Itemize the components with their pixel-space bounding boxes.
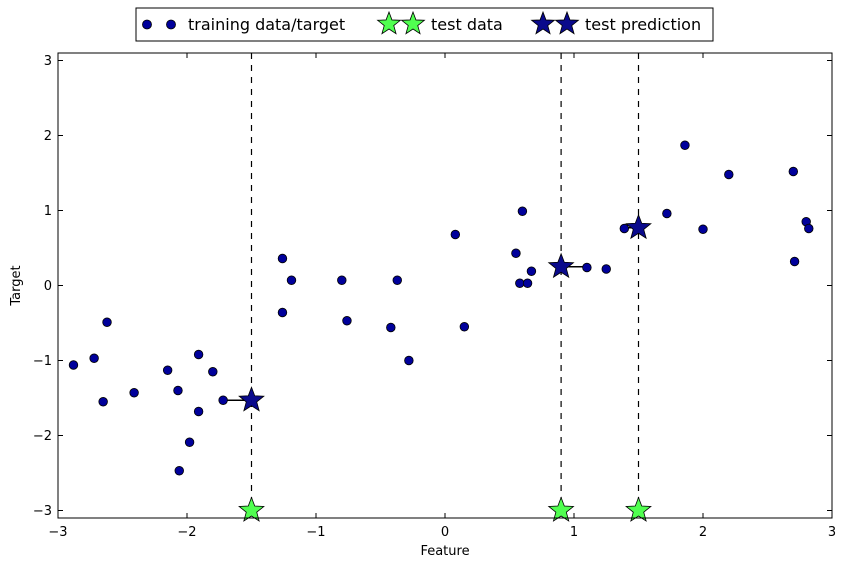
training-point-1 bbox=[68, 360, 79, 370]
training-point-33 bbox=[680, 140, 690, 150]
x-tick-label-4: 0 bbox=[441, 525, 449, 540]
legend-test-prediction-markers bbox=[530, 10, 580, 35]
training-point-8 bbox=[174, 466, 184, 476]
training-point-10 bbox=[193, 349, 204, 360]
training-point-14 bbox=[277, 253, 288, 264]
legend-training-marker-2 bbox=[166, 19, 176, 30]
training-point-24 bbox=[511, 248, 521, 258]
y-axis-ticks: −3 −2 −1 0 1 2 3 bbox=[33, 54, 832, 519]
legend-test-prediction-star-1 bbox=[530, 10, 556, 35]
training-point-32 bbox=[662, 208, 672, 219]
training-point-39 bbox=[804, 223, 814, 234]
training-point-29 bbox=[582, 262, 592, 273]
test-data-points bbox=[238, 496, 652, 522]
x-tick-label-2: −2 bbox=[177, 525, 196, 540]
y-tick-label-6: 2 bbox=[44, 129, 52, 144]
training-point-18 bbox=[342, 316, 352, 326]
training-point-17 bbox=[337, 275, 347, 285]
training-point-36 bbox=[788, 166, 799, 177]
y-tick-label-3: −1 bbox=[33, 354, 52, 369]
y-tick-label-1: −3 bbox=[33, 504, 52, 519]
test-data-point-3 bbox=[625, 496, 652, 522]
training-point-7 bbox=[173, 385, 183, 396]
legend: training data/target test data test pred… bbox=[135, 7, 714, 42]
legend-test-data-markers bbox=[376, 10, 426, 35]
y-tick-label-5: 1 bbox=[44, 204, 52, 219]
training-point-21 bbox=[404, 355, 414, 366]
training-point-37 bbox=[789, 256, 800, 267]
legend-box bbox=[135, 7, 714, 42]
test-prediction-point-2 bbox=[547, 252, 575, 279]
training-point-25 bbox=[515, 278, 525, 288]
training-point-4 bbox=[102, 317, 112, 327]
y-axis-label: Target bbox=[9, 265, 24, 306]
y-tick-label-4: 0 bbox=[44, 279, 52, 294]
x-tick-label-5: 1 bbox=[570, 525, 578, 540]
training-point-31 bbox=[619, 223, 630, 234]
legend-label-test-data: test data bbox=[431, 15, 503, 34]
legend-label-training: training data/target bbox=[188, 15, 345, 34]
y-tick-label-2: −2 bbox=[33, 429, 52, 444]
test-point-lines bbox=[250, 53, 640, 518]
legend-training-marker-1 bbox=[142, 19, 152, 30]
training-point-3 bbox=[98, 397, 108, 407]
y-tick-label-7: 3 bbox=[44, 54, 52, 69]
legend-test-prediction-star-2 bbox=[554, 10, 580, 35]
training-point-26 bbox=[517, 206, 528, 216]
training-point-30 bbox=[601, 264, 611, 274]
legend-label-test-prediction: test prediction bbox=[585, 15, 701, 34]
legend-test-data-star-2 bbox=[400, 10, 426, 35]
training-point-16 bbox=[286, 275, 297, 285]
x-tick-label-6: 2 bbox=[699, 525, 707, 540]
training-point-6 bbox=[162, 365, 173, 375]
x-tick-label-3: −1 bbox=[306, 525, 325, 540]
training-point-5 bbox=[129, 388, 139, 398]
training-point-13 bbox=[218, 395, 228, 405]
training-point-2 bbox=[89, 353, 99, 363]
test-prediction-point-3 bbox=[625, 213, 652, 240]
training-point-20 bbox=[392, 275, 402, 285]
training-point-9 bbox=[184, 437, 195, 447]
x-axis-ticks: −3 −2 −1 0 1 2 3 bbox=[48, 53, 836, 540]
plot-background bbox=[58, 53, 832, 518]
training-point-35 bbox=[724, 169, 734, 180]
training-point-19 bbox=[386, 322, 396, 333]
test-data-point-2 bbox=[547, 496, 575, 522]
training-point-34 bbox=[698, 224, 708, 234]
legend-test-data-star-1 bbox=[376, 10, 402, 35]
training-point-28 bbox=[526, 266, 537, 276]
training-point-12 bbox=[208, 367, 218, 377]
training-points bbox=[68, 140, 814, 476]
training-point-11 bbox=[193, 406, 204, 417]
x-axis-label: Feature bbox=[420, 544, 469, 559]
x-tick-label-1: −3 bbox=[48, 525, 67, 540]
test-data-point-1 bbox=[238, 496, 265, 522]
x-tick-label-7: 3 bbox=[828, 525, 836, 540]
prediction-points bbox=[238, 213, 652, 412]
training-point-23 bbox=[459, 322, 470, 332]
training-point-15 bbox=[277, 307, 288, 318]
test-prediction-point-1 bbox=[238, 386, 265, 412]
training-point-27 bbox=[522, 278, 533, 288]
training-point-22 bbox=[450, 229, 461, 240]
